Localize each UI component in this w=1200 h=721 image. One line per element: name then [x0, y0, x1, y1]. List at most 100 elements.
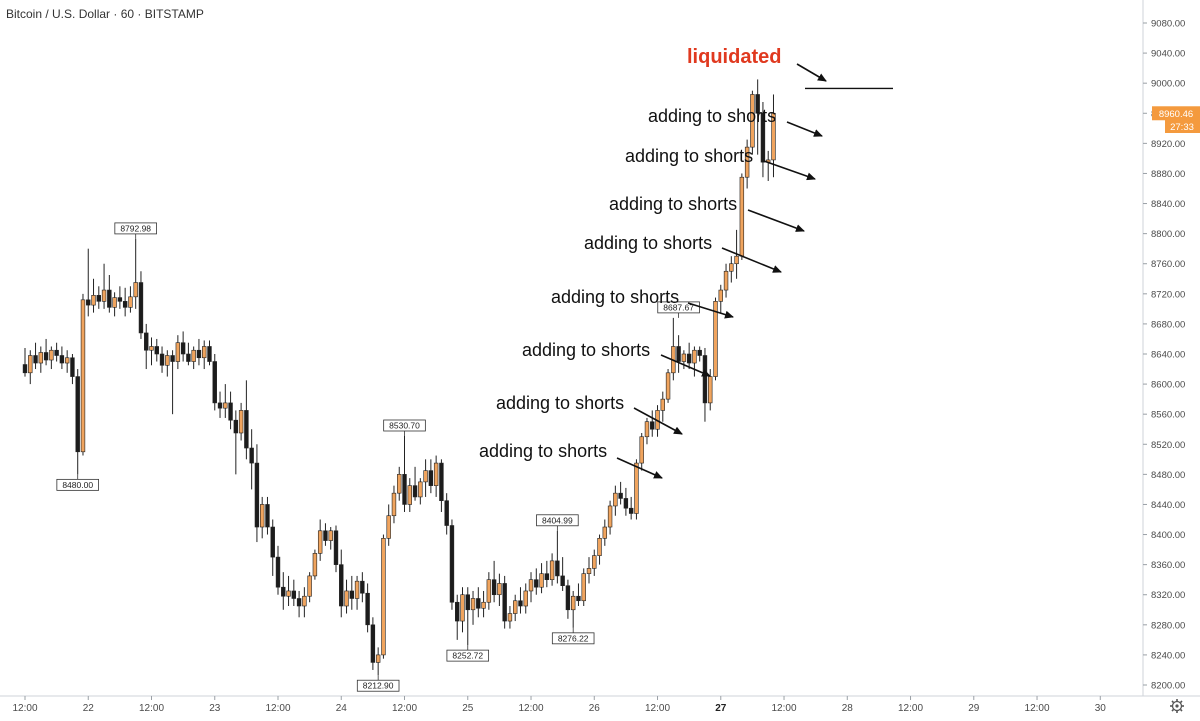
- price-tick-label: 8480.00: [1151, 470, 1185, 481]
- candle-body-down: [439, 462, 444, 501]
- candle-body-up: [354, 580, 360, 599]
- candle: [686, 342, 692, 370]
- candle-body-down: [107, 289, 112, 308]
- candle: [391, 485, 397, 524]
- candle: [407, 478, 412, 512]
- candle-body-up: [507, 613, 513, 622]
- candle: [570, 590, 576, 628]
- candle-body-up: [708, 376, 713, 404]
- price-tick-label: 8640.00: [1151, 350, 1185, 361]
- candle-body-down: [59, 355, 65, 364]
- candle: [86, 248, 91, 317]
- header-sep-2: ·: [134, 7, 145, 21]
- price-axis[interactable]: 8200.00 8240.00 8280.00 8320.00 8360.00 8400.…: [1142, 0, 1200, 696]
- candle: [723, 263, 729, 298]
- candle: [750, 90, 755, 155]
- hl-label: 8480.00: [56, 474, 99, 491]
- candle-body-up: [307, 575, 312, 597]
- candle: [565, 579, 571, 619]
- candle-body-down: [333, 530, 339, 565]
- countdown-bg: [1165, 120, 1200, 133]
- candle-body-down: [555, 560, 560, 577]
- candle: [302, 587, 307, 618]
- hl-label: 8276.22: [551, 627, 595, 645]
- candle-body-up: [613, 492, 618, 507]
- candle-body-down: [291, 590, 297, 599]
- candle: [64, 350, 70, 373]
- candle: [613, 485, 618, 516]
- candle-body-down: [428, 470, 434, 486]
- candle-body-down: [117, 297, 123, 302]
- candle-body-up: [750, 94, 755, 148]
- candle: [259, 496, 265, 539]
- candle: [149, 337, 154, 366]
- candle-body-up: [317, 530, 323, 554]
- time-tick-label: 29: [968, 703, 980, 714]
- hl-label-box: [536, 514, 579, 527]
- candle: [122, 287, 128, 317]
- candle-body-up: [486, 579, 492, 603]
- candle: [354, 575, 360, 610]
- candle: [744, 139, 750, 189]
- hl-label-box: [114, 222, 157, 235]
- candle-body-up: [133, 282, 138, 298]
- annotation-liquidated: liquidated: [687, 46, 781, 68]
- candle-body-down: [465, 594, 470, 611]
- arrow-adding-3: [747, 209, 805, 232]
- hl-label: 8252.72: [446, 645, 490, 662]
- candle-body-up: [128, 296, 133, 308]
- candle-body-down: [628, 507, 634, 514]
- symbol-label: Bitcoin / U.S. Dollar: [6, 7, 110, 21]
- candle-body-up: [38, 352, 44, 364]
- candle-body-up: [344, 590, 349, 607]
- candle-body-up: [223, 402, 228, 409]
- candle: [444, 493, 449, 535]
- time-tick-label: 26: [589, 703, 601, 714]
- candle-body-down: [228, 402, 233, 421]
- candle-body-down: [449, 525, 455, 603]
- candle: [460, 587, 465, 633]
- candle: [586, 557, 592, 584]
- candle-body-down: [254, 462, 260, 528]
- price-tick-label: 8320.00: [1151, 590, 1185, 601]
- time-axis[interactable]: 12:00 22 12:00 23 12:00 24 12:00 25 12:00 26 12:00…: [0, 695, 1200, 716]
- candle: [344, 579, 349, 614]
- candle: [59, 346, 65, 370]
- hl-label-box: [356, 679, 400, 692]
- price-tag-bg: [1152, 106, 1200, 121]
- candle-body-down: [144, 332, 149, 351]
- candle: [771, 94, 776, 178]
- candle: [644, 417, 650, 445]
- candles-layer: [22, 79, 776, 676]
- candle: [713, 297, 718, 381]
- candle: [112, 292, 117, 317]
- annotation-adding-1: adding to shorts: [648, 106, 776, 126]
- candle-body-up: [692, 349, 697, 364]
- candle: [54, 342, 59, 362]
- high-low-labels: 8792.98 8480.00 8530.70 8212.90 8252.72 8404.…: [56, 222, 700, 692]
- candle: [592, 549, 597, 576]
- candle-body-up: [418, 481, 423, 498]
- candle: [534, 568, 539, 595]
- candle-body-up: [607, 505, 613, 528]
- candle-body-down: [54, 349, 59, 356]
- countdown-value: 27:33: [1170, 122, 1194, 133]
- candle: [317, 519, 323, 561]
- candle: [423, 459, 428, 497]
- candle: [476, 587, 481, 618]
- candle: [33, 342, 38, 370]
- price-tick-label: 8520.00: [1151, 440, 1185, 451]
- candle-body-up: [481, 601, 486, 609]
- price-tick-label: 8800.00: [1151, 229, 1185, 240]
- candle: [186, 342, 191, 366]
- price-tick-label: 8400.00: [1151, 530, 1185, 541]
- candle: [144, 323, 149, 370]
- candle: [80, 293, 86, 456]
- candle: [159, 346, 165, 373]
- hl-label-text: 8212.90: [363, 681, 394, 691]
- hl-label-text: 8480.00: [62, 480, 93, 490]
- price-tick-label: 8280.00: [1151, 620, 1185, 631]
- settings-gear-icon[interactable]: [1170, 699, 1184, 713]
- candle: [718, 284, 723, 313]
